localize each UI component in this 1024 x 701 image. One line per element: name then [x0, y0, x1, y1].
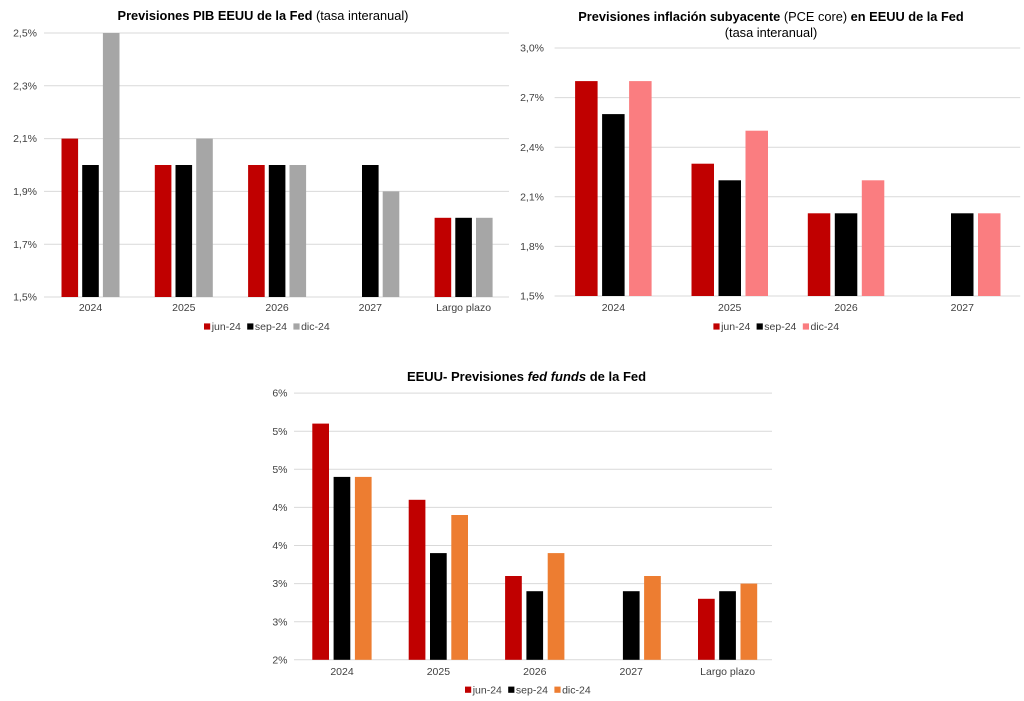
svg-text:2024: 2024: [330, 666, 354, 678]
svg-text:2,1%: 2,1%: [13, 133, 37, 145]
svg-text:2,1%: 2,1%: [520, 191, 544, 203]
svg-text:Previsiones PIB EEUU de la Fed: Previsiones PIB EEUU de la Fed (tasa int…: [118, 8, 409, 23]
svg-text:1,8%: 1,8%: [520, 241, 544, 253]
svg-text:2026: 2026: [834, 302, 858, 314]
svg-text:5%: 5%: [272, 464, 287, 476]
svg-text:sep-24: sep-24: [516, 684, 548, 696]
svg-text:2026: 2026: [523, 666, 547, 678]
svg-text:2024: 2024: [79, 302, 103, 314]
svg-text:2027: 2027: [620, 666, 644, 678]
svg-text:2025: 2025: [427, 666, 451, 678]
svg-text:3,0%: 3,0%: [520, 43, 544, 55]
svg-text:(tasa interanual): (tasa interanual): [725, 25, 817, 40]
svg-text:2024: 2024: [602, 302, 626, 314]
svg-text:6%: 6%: [272, 388, 287, 400]
svg-text:Largo plazo: Largo plazo: [436, 302, 491, 314]
svg-text:jun-24: jun-24: [211, 321, 241, 333]
svg-text:4%: 4%: [272, 502, 287, 514]
svg-text:4%: 4%: [272, 540, 287, 552]
svg-text:2027: 2027: [359, 302, 383, 314]
svg-text:jun-24: jun-24: [720, 321, 750, 333]
svg-text:2025: 2025: [718, 302, 742, 314]
svg-text:dic-24: dic-24: [811, 321, 840, 333]
svg-text:2,5%: 2,5%: [13, 28, 37, 40]
svg-text:3%: 3%: [272, 578, 287, 590]
svg-text:1,7%: 1,7%: [13, 239, 37, 251]
svg-text:EEUU- Previsiones fed funds de: EEUU- Previsiones fed funds de la Fed: [407, 369, 646, 384]
svg-text:Largo plazo: Largo plazo: [700, 666, 755, 678]
svg-text:2026: 2026: [265, 302, 289, 314]
svg-text:2,4%: 2,4%: [520, 142, 544, 154]
svg-text:1,5%: 1,5%: [13, 292, 37, 304]
svg-text:jun-24: jun-24: [472, 684, 502, 696]
svg-text:sep-24: sep-24: [255, 321, 287, 333]
svg-text:2025: 2025: [172, 302, 196, 314]
svg-text:1,9%: 1,9%: [13, 186, 37, 198]
svg-text:dic-24: dic-24: [562, 684, 591, 696]
svg-text:2027: 2027: [951, 302, 975, 314]
svg-text:sep-24: sep-24: [764, 321, 796, 333]
svg-text:2,7%: 2,7%: [520, 92, 544, 104]
svg-text:5%: 5%: [272, 426, 287, 438]
svg-text:1,5%: 1,5%: [520, 291, 544, 303]
svg-text:Previsiones inflación subyacen: Previsiones inflación subyacente (PCE co…: [578, 9, 963, 24]
svg-text:3%: 3%: [272, 616, 287, 628]
svg-text:2%: 2%: [272, 654, 287, 666]
svg-text:2,3%: 2,3%: [13, 80, 37, 92]
svg-text:dic-24: dic-24: [301, 321, 330, 333]
